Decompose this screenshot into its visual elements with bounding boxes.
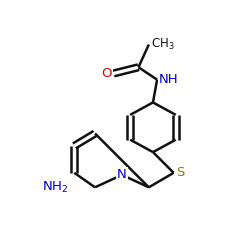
Text: CH$_3$: CH$_3$ (151, 37, 174, 52)
Text: NH$_2$: NH$_2$ (42, 180, 68, 195)
Text: NH: NH (159, 73, 179, 86)
Text: N: N (117, 168, 127, 181)
Text: O: O (101, 67, 112, 80)
Text: S: S (176, 166, 184, 179)
